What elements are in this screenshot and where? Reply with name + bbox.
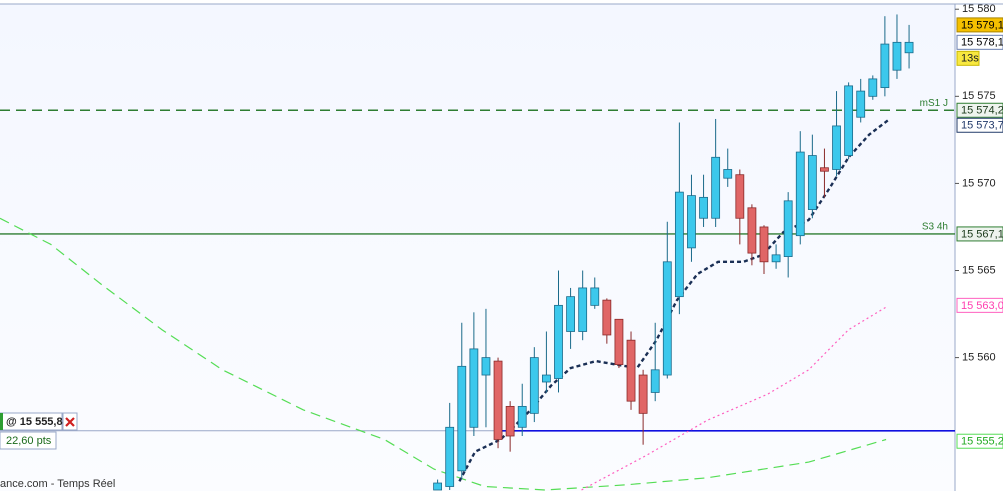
candle-body [457,365,467,472]
distance-label: 22,60 pts [6,435,52,447]
candle-body [529,357,539,414]
candle-body [469,348,479,428]
candle-body [566,296,575,332]
candle-body [554,304,563,379]
price-tag [956,226,1003,242]
candle-body [602,299,612,336]
candle-body [699,196,708,219]
distance-box [0,431,57,450]
order-flag [0,413,3,430]
price-tag-label: 15 563,0 [961,300,1003,312]
candle-body [517,405,527,428]
candle-body [807,155,817,210]
y-tick-label: 15 565 [962,264,996,276]
price-tag [956,34,1003,50]
candle-body [723,169,733,179]
countdown-box [956,50,980,66]
moving-average [0,217,887,491]
candle-body [614,318,624,365]
candle-body [650,369,660,393]
level-label: S3 4h [922,222,948,233]
candle-body [820,167,829,172]
price-axis: 15 560 15 565 15 570 15 575 15 580 15 579,1 15… [955,3,1003,449]
candle-body [590,287,600,306]
candle-body [711,156,721,219]
y-tick-label: 15 580 [962,3,996,15]
price-tag-label: 15 573,7 [961,120,1003,132]
order-box[interactable] [0,412,63,431]
candle-body [783,200,793,257]
y-tick-label: 15 570 [962,177,996,189]
candle-body [445,426,455,487]
candle-body [759,226,769,263]
countdown: 13s [961,53,979,65]
price-tag [956,117,1003,133]
candle-body [892,41,902,71]
candle-body [433,482,443,491]
candle-body [747,207,757,254]
candle-body [662,261,672,376]
candle-body [638,374,648,414]
price-tag-label: 15 574,2 [961,105,1003,117]
y-tick-label: 15 575 [962,90,996,102]
price-tag-label: 15 567,1 [961,228,1003,240]
price-tag-label: 15 555,2 [961,436,1003,448]
candle-body [481,357,491,376]
footer-text: ance.com - Temps Réel [0,478,115,490]
candle-body [578,287,588,332]
candle-body [542,374,551,383]
candle-body [844,85,854,156]
price-tag [956,102,1003,118]
candle-body [771,254,781,263]
candle-body [832,125,841,170]
candle-body [904,41,914,54]
level-label: mS1 J [920,98,948,109]
order-price: @ 15 555,8 [6,416,63,428]
plot: mS1 J S3 4h [0,14,955,491]
price-tag [956,17,1003,33]
price-tag-label: 15 579,1 [961,19,1003,31]
candle-body [674,191,684,298]
y-tick-label: 15 560 [962,352,996,364]
candle-body [856,90,866,118]
candle-body [880,43,890,89]
order-widget[interactable]: @ 15 555,8 22,60 pts [0,412,78,450]
price-tag [956,433,1003,449]
price-tag [956,297,1003,313]
candle-body [626,339,636,402]
candle-body [505,405,515,437]
price-tag-label: 15 578,1 [961,37,1003,49]
candle-body [795,151,805,237]
candle-body [493,360,503,440]
candle-body [868,78,878,97]
close-icon[interactable] [65,417,75,427]
candle-body [735,174,745,219]
candle-body [687,195,696,249]
